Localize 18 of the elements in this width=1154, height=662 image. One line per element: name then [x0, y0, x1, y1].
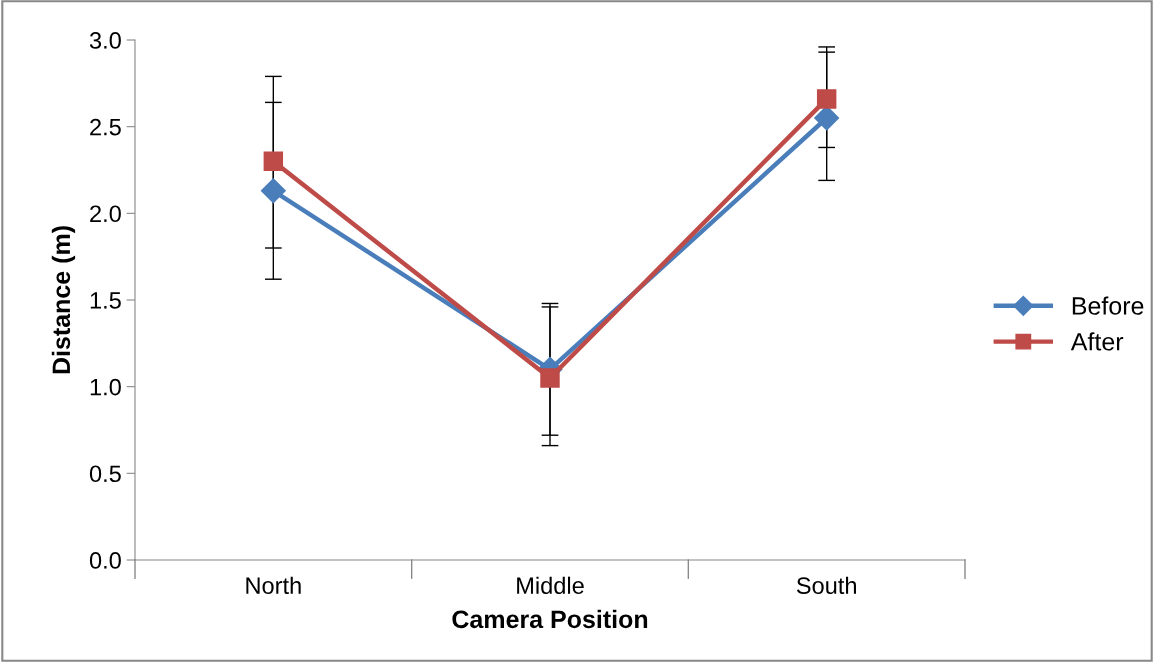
y-tick-label: 0.5	[89, 465, 121, 483]
y-tick-label: 1.5	[90, 292, 121, 309]
y-tick-label: 2.0	[90, 205, 121, 223]
y-tick-label: 0.0	[89, 552, 121, 569]
legend-label: Before	[1072, 296, 1144, 315]
x-axis-title: Camera Position	[452, 609, 648, 629]
y-tick-label: 3.0	[89, 32, 121, 49]
y-tick-label: 2.5	[90, 118, 121, 136]
x-tick-label: South	[796, 576, 856, 595]
x-tick-label: Middle	[517, 576, 584, 595]
point	[263, 151, 284, 172]
y-axis-title: Distance (m)	[51, 226, 76, 374]
y-tick-label: 1.0	[90, 378, 121, 396]
point	[816, 89, 837, 109]
point	[540, 368, 560, 388]
legend-label: After	[1070, 332, 1124, 351]
point	[260, 178, 286, 204]
x-tick-label: North	[246, 576, 301, 595]
